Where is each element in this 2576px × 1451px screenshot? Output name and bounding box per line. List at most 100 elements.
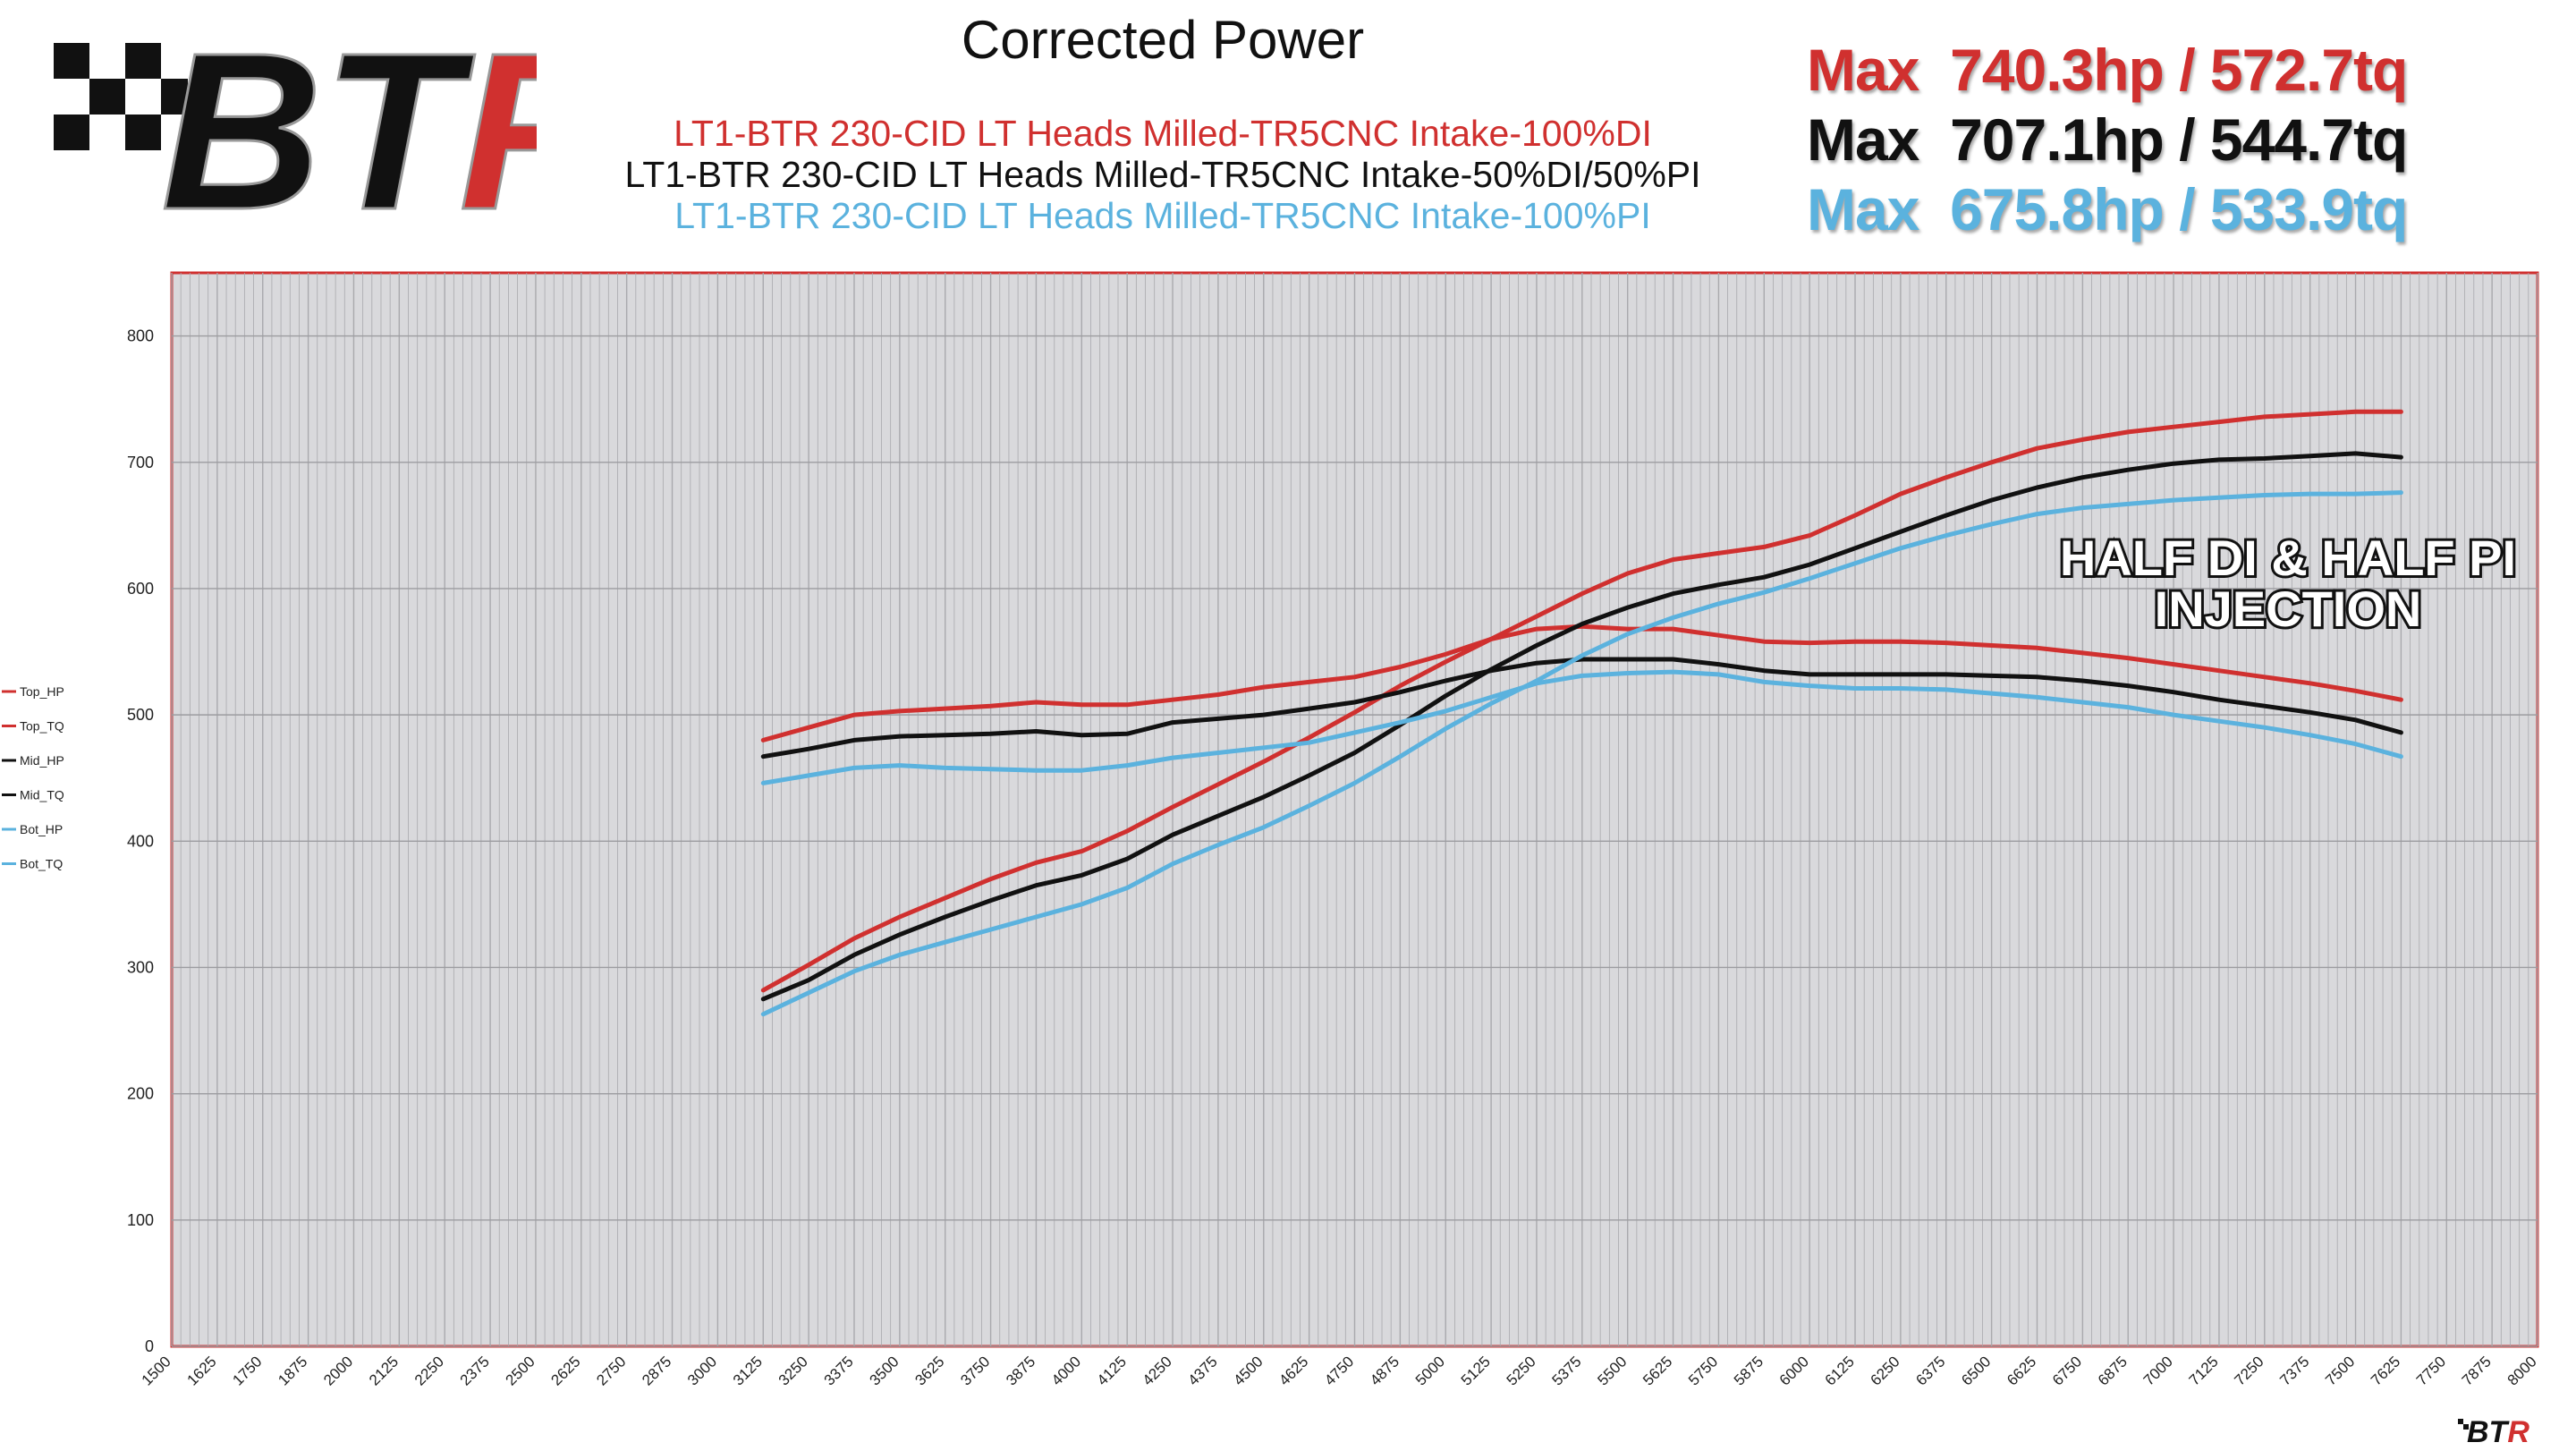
x-tick-label: 1750 xyxy=(229,1353,265,1388)
series-line-mid-tq xyxy=(760,657,2403,759)
x-tick-label: 2625 xyxy=(547,1353,583,1388)
x-tick-label: 7375 xyxy=(2276,1353,2312,1388)
x-tick-label: 2750 xyxy=(593,1353,629,1388)
x-tick-label: 7250 xyxy=(2231,1353,2267,1388)
subtitle-mid: LT1-BTR 230-CID LT Heads Milled-TR5CNC I… xyxy=(624,154,1701,195)
y-tick-label: 300 xyxy=(127,958,154,976)
x-tick-label: 7750 xyxy=(2413,1353,2449,1388)
x-tick-label: 4000 xyxy=(1048,1353,1084,1388)
y-tick-label: 200 xyxy=(127,1085,154,1103)
x-tick-label: 3375 xyxy=(821,1353,857,1388)
max-label: Max xyxy=(1807,176,1919,242)
corner-logo-text: BTR xyxy=(2467,1415,2529,1446)
x-tick-label: 5625 xyxy=(1640,1353,1675,1388)
x-tick-label: 6500 xyxy=(1958,1353,1994,1388)
x-tick-label: 4125 xyxy=(1094,1353,1130,1388)
annotation-line2: INJECTION xyxy=(2155,581,2422,637)
y-tick-label: 700 xyxy=(127,454,154,471)
subtitle-top: LT1-BTR 230-CID LT Heads Milled-TR5CNC I… xyxy=(674,113,1652,154)
x-tick-label: 3000 xyxy=(684,1353,720,1388)
x-tick-label: 6125 xyxy=(1822,1353,1858,1388)
x-tick-label: 2250 xyxy=(411,1353,447,1388)
x-tick-label: 2125 xyxy=(366,1353,402,1388)
x-tick-label: 5250 xyxy=(1504,1353,1539,1388)
x-tick-label: 4750 xyxy=(1321,1353,1357,1388)
legend-label: Bot_TQ xyxy=(20,857,63,871)
series-line-mid-hp xyxy=(760,451,2403,1002)
max-value: 707.1hp / 544.7tq xyxy=(1950,106,2408,173)
y-tick-label: 0 xyxy=(145,1337,154,1355)
x-tick-label: 6250 xyxy=(1868,1353,1903,1388)
chart-title: Corrected Power xyxy=(961,10,1365,70)
y-tick-label: 600 xyxy=(127,580,154,598)
x-tick-label: 6375 xyxy=(1912,1353,1948,1388)
x-tick-label: 5125 xyxy=(1458,1353,1494,1388)
btr-corner-logo: BTR xyxy=(2458,1415,2529,1446)
x-tick-label: 5875 xyxy=(1731,1353,1767,1388)
x-tick-label: 1625 xyxy=(184,1353,220,1388)
legend-label: Bot_HP xyxy=(20,822,63,836)
legend: Top_HP Top_TQ Mid_HP Mid_TQ Bot_HP Bot_TQ xyxy=(2,684,64,871)
x-tick-label: 5000 xyxy=(1412,1353,1448,1388)
series-line-bot-hp xyxy=(760,490,2403,1017)
max-value: 740.3hp / 572.7tq xyxy=(1950,37,2408,103)
series-line-top-hp xyxy=(760,409,2403,993)
x-tick-label: 4625 xyxy=(1275,1353,1311,1388)
btr-logo: BTR xyxy=(54,25,537,226)
max-line-mid: Max 707.1hp / 544.7tq xyxy=(1807,106,2558,174)
x-tick-label: 3875 xyxy=(1003,1353,1038,1388)
x-tick-label: 4375 xyxy=(1185,1353,1221,1388)
x-tick-label: 7625 xyxy=(2368,1353,2403,1388)
corner-logo-r: R xyxy=(2507,1415,2529,1446)
max-line-top: Max 740.3hp / 572.7tq xyxy=(1807,36,2558,104)
series-line-top-tq xyxy=(760,624,2403,742)
x-tick-label: 3250 xyxy=(775,1353,811,1388)
series-lines xyxy=(760,409,2403,1017)
y-tick-label: 100 xyxy=(127,1211,154,1229)
x-tick-label: 3500 xyxy=(866,1353,902,1388)
x-tick-label: 1875 xyxy=(275,1353,310,1388)
x-tick-label: 1500 xyxy=(139,1353,174,1388)
x-tick-label: 3125 xyxy=(730,1353,766,1388)
grid-lines xyxy=(171,273,2538,1347)
y-axis-ticks: 0 100 200 300 400 500 600 700 800 xyxy=(127,327,154,1355)
x-tick-label: 2000 xyxy=(320,1353,356,1388)
x-tick-label: 4250 xyxy=(1140,1353,1175,1388)
x-tick-label: 2500 xyxy=(503,1353,538,1388)
annotation-line1: HALF DI & HALF PI xyxy=(2060,530,2516,586)
max-value: 675.8hp / 533.9tq xyxy=(1950,176,2408,242)
corner-logo-bt: BT xyxy=(2467,1415,2511,1446)
legend-label: Mid_TQ xyxy=(20,788,64,802)
x-tick-label: 6750 xyxy=(2049,1353,2085,1388)
x-tick-label: 7500 xyxy=(2322,1353,2358,1388)
legend-label: Top_HP xyxy=(20,684,64,699)
checkered-flag-icon xyxy=(54,43,188,150)
x-tick-label: 6625 xyxy=(2004,1353,2039,1388)
legend-label: Mid_HP xyxy=(20,753,64,768)
x-tick-label: 6000 xyxy=(1776,1353,1812,1388)
series-line-bot-tq xyxy=(760,669,2403,785)
x-tick-label: 4500 xyxy=(1230,1353,1266,1388)
x-tick-label: 4875 xyxy=(1367,1353,1402,1388)
x-tick-label: 5375 xyxy=(1548,1353,1584,1388)
y-tick-label: 800 xyxy=(127,327,154,345)
x-axis-ticks: 1500 1625 1750 1875 2000 2125 2250 2375 2500 2625… xyxy=(139,1353,2540,1388)
x-tick-label: 7875 xyxy=(2459,1353,2495,1388)
x-tick-label: 2875 xyxy=(639,1353,674,1388)
x-tick-label: 3750 xyxy=(957,1353,993,1388)
x-tick-label: 6875 xyxy=(2095,1353,2131,1388)
x-tick-label: 7000 xyxy=(2140,1353,2176,1388)
legend-label: Top_TQ xyxy=(20,719,64,734)
x-tick-label: 2375 xyxy=(457,1353,493,1388)
logo-text: BTR xyxy=(161,25,537,226)
y-tick-label: 500 xyxy=(127,706,154,724)
x-tick-label: 3625 xyxy=(911,1353,947,1388)
subtitle-bot: LT1-BTR 230-CID LT Heads Milled-TR5CNC I… xyxy=(674,195,1651,236)
x-tick-label: 8000 xyxy=(2504,1353,2540,1388)
x-tick-label: 5500 xyxy=(1594,1353,1630,1388)
max-label: Max xyxy=(1807,37,1919,103)
x-tick-label: 7125 xyxy=(2186,1353,2222,1388)
max-label: Max xyxy=(1807,106,1919,173)
x-tick-label: 5750 xyxy=(1685,1353,1721,1388)
annotation: HALF DI & HALF PI INJECTION xyxy=(2057,527,2519,640)
